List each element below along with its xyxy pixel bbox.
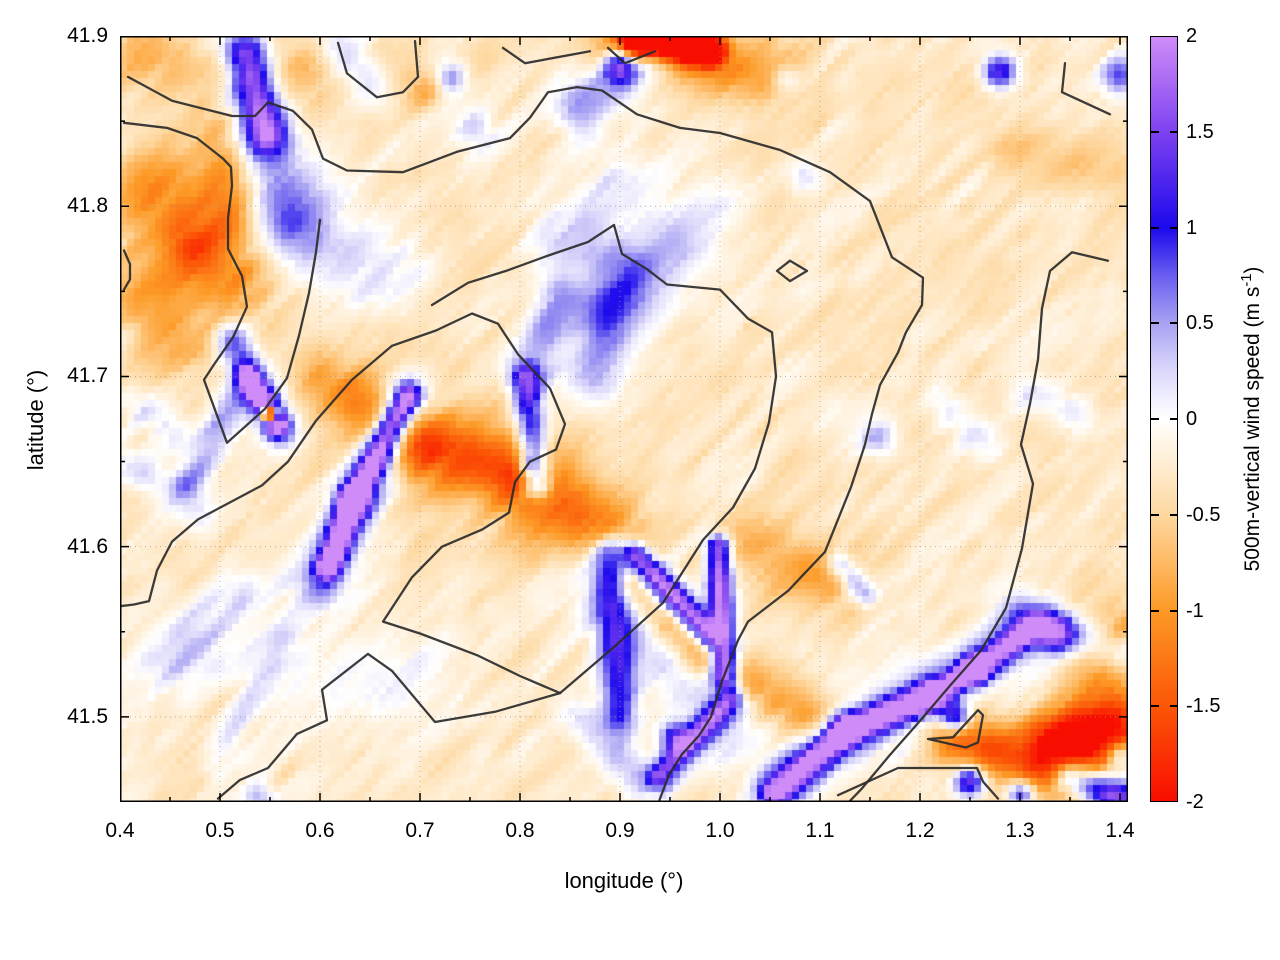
colorbar-tick xyxy=(1170,705,1178,708)
plot-border xyxy=(120,36,1128,802)
colorbar-tick-label: -2 xyxy=(1186,791,1204,813)
colorbar-label-main: 500m-vertical wind speed (m s xyxy=(1241,286,1264,572)
x-tick-label: 0.4 xyxy=(105,819,135,842)
x-tick-label: 1.2 xyxy=(905,819,935,842)
y-tick-label: 41.9 xyxy=(67,24,108,47)
colorbar-tick-label: -1.5 xyxy=(1186,695,1221,718)
colorbar-label-close: ) xyxy=(1241,266,1264,274)
terrain-contour xyxy=(120,223,778,695)
x-tick-label: 1.1 xyxy=(805,819,835,842)
terrain-contour xyxy=(775,259,809,283)
terrain-contour xyxy=(847,251,1110,802)
colorbar-tick xyxy=(1151,130,1159,133)
terrain-contour xyxy=(1060,62,1112,116)
terrain-contour xyxy=(122,249,132,291)
terrain-contour xyxy=(926,708,985,749)
x-tick-label: 1.0 xyxy=(705,819,735,842)
terrain-contour xyxy=(126,75,925,802)
colorbar-tick-label: 0 xyxy=(1186,408,1198,430)
colorbar-tick-label: 2 xyxy=(1186,25,1198,47)
colorbar-tick xyxy=(1151,513,1159,516)
colorbar-label: 500m-vertical wind speed (m s-1) xyxy=(1239,267,1265,572)
axis-ticks xyxy=(120,36,1128,802)
colorbar-tick xyxy=(1170,418,1178,420)
colorbar-tick-label: 0.5 xyxy=(1186,312,1214,335)
colorbar-tick xyxy=(1151,226,1159,229)
y-tick-label: 41.5 xyxy=(67,704,108,728)
colorbar-tick xyxy=(1170,609,1178,612)
x-tick-label: 0.9 xyxy=(605,819,635,842)
colorbar-tick-label: -1 xyxy=(1186,599,1204,622)
x-tick-label: 0.7 xyxy=(405,819,435,842)
colorbar-tick xyxy=(1151,418,1159,420)
colorbar-tick-label: 1 xyxy=(1186,216,1198,239)
terrain-contour xyxy=(501,46,592,65)
colorbar-tick xyxy=(1170,513,1178,516)
terrain-contour xyxy=(122,121,322,444)
x-tick-label: 1.4 xyxy=(1105,819,1135,842)
colorbar-tick xyxy=(1151,322,1159,325)
colorbar-tick xyxy=(1170,226,1178,229)
y-tick-label: 41.8 xyxy=(67,194,108,218)
terrain-contour xyxy=(836,766,1000,800)
x-axis-label: longitude (°) xyxy=(564,868,684,893)
terrain-contour xyxy=(216,652,562,800)
colorbar-label-sup: -1 xyxy=(1239,273,1255,287)
y-tick-label: 41.6 xyxy=(67,534,108,558)
colorbar-tick xyxy=(1151,609,1159,612)
plot-overlay xyxy=(120,36,1128,802)
x-tick-label: 0.8 xyxy=(505,819,535,842)
colorbar-tick xyxy=(1170,130,1178,133)
colorbar-tick xyxy=(1170,322,1178,325)
x-tick-label: 0.5 xyxy=(205,819,235,842)
x-tick-label: 1.3 xyxy=(1005,819,1035,842)
terrain-contour xyxy=(336,39,420,99)
x-tick-label: 0.6 xyxy=(305,819,335,842)
terrain-contour xyxy=(606,46,657,65)
colorbar-tick-label: 1.5 xyxy=(1186,120,1214,143)
colorbar-tick xyxy=(1151,705,1159,708)
colorbar-tick-label: -0.5 xyxy=(1186,503,1221,526)
y-tick-label: 41.7 xyxy=(67,364,108,388)
